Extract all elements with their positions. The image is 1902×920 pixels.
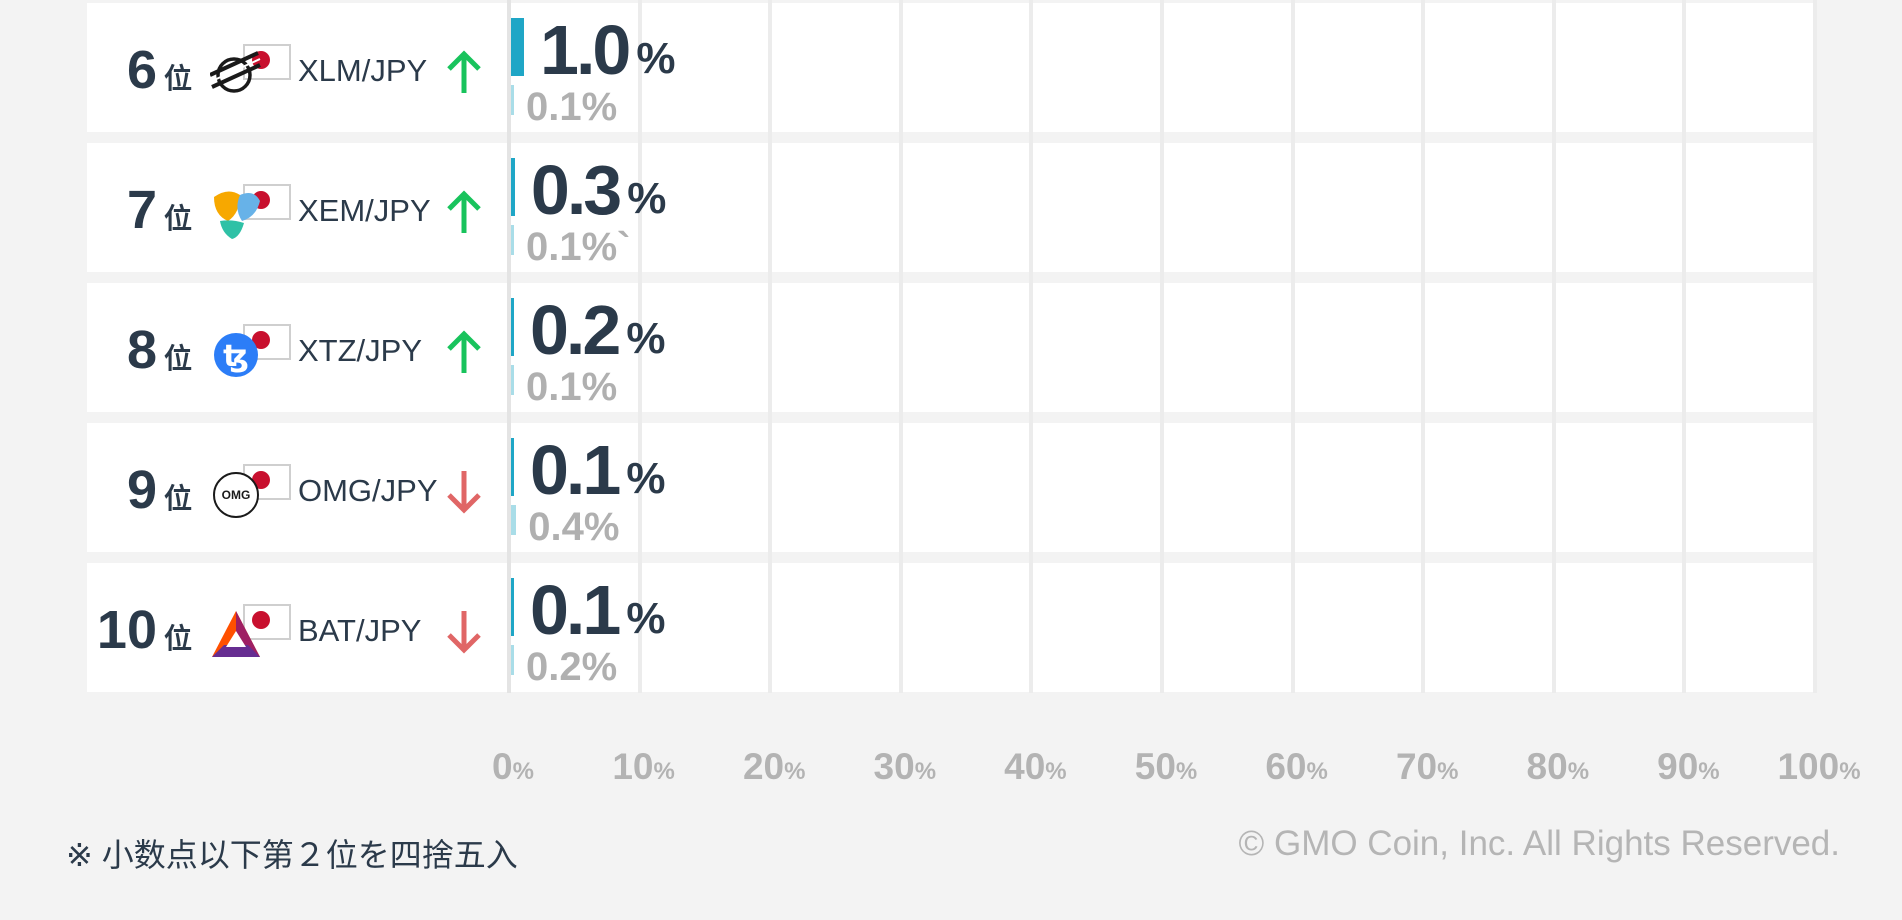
gridline-10 [637,0,642,693]
pair-label: XEM/JPY [298,193,431,228]
arrow-down-icon [447,471,481,514]
prev-bar-xlm-jpy [511,85,514,115]
bar-omg-jpy [511,438,514,496]
rank-suffix: 位 [164,483,193,514]
pair-label: BAT/JPY [298,613,422,648]
arrow-up-icon [447,50,481,93]
value-unit: % [626,314,666,363]
svg-text:ꜩ: ꜩ [223,339,249,374]
rank-suffix: 位 [164,63,193,94]
value-label: 0.1 [530,431,621,509]
rank-number: 10 [96,600,157,660]
rank-suffix: 位 [164,623,193,654]
gridline-50 [1160,0,1164,693]
stellar-icon [210,44,291,93]
pair-label: OMG/JPY [298,473,438,508]
chart-row-omg-jpy [87,423,1814,552]
gridline-60 [1290,0,1295,693]
arrow-down-icon [447,611,481,654]
omg-icon: OMG [213,464,291,518]
value-unit: % [627,174,667,223]
value-unit: % [626,454,666,503]
rank-suffix: 位 [164,343,193,374]
value-label: 0.3 [530,151,622,229]
x-tick-80: 80% [1526,746,1590,787]
gridline-100 [1813,0,1817,693]
prev-bar-xtz-jpy [511,365,514,395]
rank-number: 9 [126,460,157,520]
arrow-up-icon [447,190,481,233]
footnote: ※ 小数点以下第２位を四捨五入 [66,837,518,873]
x-tick-70: 70% [1395,746,1459,787]
gridline-20 [768,0,773,693]
prev-bar-bat-jpy [511,645,514,675]
gridline-40 [1029,0,1034,693]
x-tick-100: 100% [1777,746,1861,787]
bar-xtz-jpy [511,298,514,356]
pair-label: XLM/JPY [298,53,428,88]
value-unit: % [636,34,676,83]
gridline-30 [898,0,903,693]
prev-value-label: 0.1% [526,85,618,129]
prev-bar-omg-jpy [511,505,517,535]
x-tick-0: 0% [492,746,534,787]
copyright: © GMO Coin, Inc. All Rights Reserved. [1238,824,1840,863]
gridline-70 [1421,0,1426,693]
tezos-icon: ꜩ [214,324,291,377]
value-label: 0.1 [530,571,621,649]
rank-number: 7 [126,180,157,240]
prev-value-label: 0.1% [526,365,618,409]
gridline-80 [1551,0,1556,693]
arrow-up-icon [447,330,481,373]
chart-row-xem-jpy [87,143,1814,272]
coin-text: OMG [222,488,251,502]
bar-xem-jpy [511,158,515,216]
bat-icon [212,604,291,657]
value-label: 1.0 [540,11,631,89]
bar-xlm-jpy [511,18,525,76]
prev-value-label: 0.4% [528,505,620,549]
x-tick-60: 60% [1265,746,1328,787]
pair-label: XTZ/JPY [298,333,423,368]
x-tick-90: 90% [1657,746,1720,787]
nem-icon [214,184,291,239]
rank-number: 6 [126,40,157,100]
x-tick-20: 20% [742,746,806,787]
chart-row-xtz-jpy [87,283,1814,412]
value-unit: % [626,594,666,643]
rank-number: 8 [126,320,157,380]
prev-bar-xem-jpy [511,225,514,255]
prev-value-label: 0.2% [526,645,618,689]
chart-row-bat-jpy [87,563,1814,692]
x-tick-10: 10% [612,746,675,787]
value-label: 0.2 [530,291,621,369]
x-tick-30: 30% [873,746,937,787]
gridline-0 [507,0,511,693]
gridline-90 [1682,0,1687,693]
x-tick-50: 50% [1134,746,1198,787]
bar-bat-jpy [511,578,514,636]
prev-value-label: 0.1%` [526,225,631,269]
chart-row-xlm-jpy [87,3,1814,132]
x-tick-40: 40% [1004,746,1067,787]
rank-suffix: 位 [164,203,193,234]
